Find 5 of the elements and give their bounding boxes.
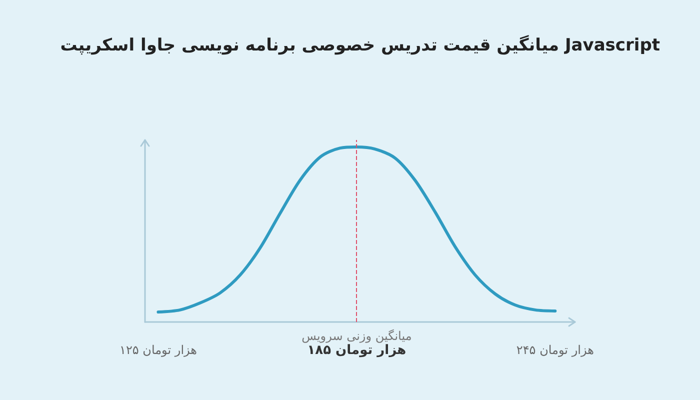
chart-title: میانگین قیمت تدریس خصوصی برنامه نویسی جاوا اسکریپت Javascript: [60, 34, 660, 56]
x-tick-label: ۱۸۵ هزار تومان: [307, 343, 406, 358]
x-tick-label: ۱۲۵ هزار تومان: [119, 343, 197, 357]
ref-line-label: میانگین وزنی سرویس: [302, 329, 412, 343]
x-tick-label: ۲۴۵ هزار تومان: [516, 343, 594, 357]
